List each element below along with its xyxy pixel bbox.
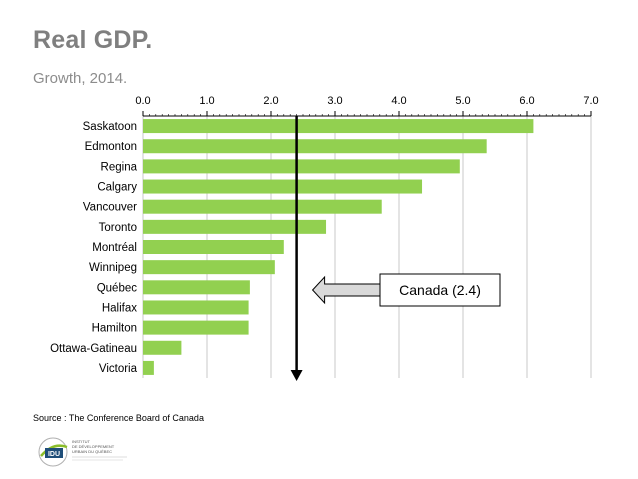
callout-label: Canada (2.4) bbox=[399, 282, 481, 298]
callout-box bbox=[379, 273, 501, 307]
logo-acronym: IDU bbox=[48, 451, 60, 458]
x-axis: 0.0 1.0 2.0 3.0 4.0 5.0 6.0 7.0 bbox=[135, 95, 599, 117]
x-tick-label: 3.0 bbox=[327, 95, 342, 107]
category-label: Toronto bbox=[99, 222, 137, 234]
x-tick-label: 7.0 bbox=[583, 95, 598, 107]
x-tick-label: 0.0 bbox=[135, 95, 150, 107]
bar bbox=[143, 159, 460, 174]
x-tick-label: 6.0 bbox=[519, 95, 534, 107]
x-tick-label: 1.0 bbox=[199, 95, 214, 107]
bar bbox=[143, 240, 284, 254]
bar bbox=[143, 119, 534, 134]
category-label: Regina bbox=[101, 161, 138, 173]
bar bbox=[143, 300, 249, 315]
bar bbox=[143, 219, 327, 234]
bar bbox=[143, 139, 487, 154]
x-tick-label: 2.0 bbox=[263, 95, 278, 107]
bar bbox=[143, 280, 250, 295]
bar bbox=[143, 199, 382, 214]
bar bbox=[143, 179, 423, 194]
category-label: Hamilton bbox=[92, 323, 137, 335]
callout-arrow-icon bbox=[311, 275, 381, 305]
logo-line-2: DE DÉVELOPPEMENT bbox=[72, 444, 115, 449]
source-note: Source : The Conference Board of Canada bbox=[33, 413, 204, 423]
x-tick-label: 5.0 bbox=[455, 95, 470, 107]
bars bbox=[143, 119, 534, 375]
x-tick-label: 4.0 bbox=[391, 95, 406, 107]
category-label: Halifax bbox=[102, 302, 137, 314]
category-label: Ottawa-Gatineau bbox=[50, 343, 137, 355]
category-label: Calgary bbox=[97, 182, 137, 194]
category-label: Edmonton bbox=[85, 141, 137, 153]
bar bbox=[143, 260, 275, 275]
idu-logo: IDU INSTITUT DE DÉVELOPPEMENT URBAIN DU … bbox=[38, 437, 127, 467]
reference-line bbox=[290, 116, 303, 381]
chart-title: Real GDP. bbox=[33, 26, 153, 54]
category-label: Victoria bbox=[99, 363, 138, 375]
logo-line-3: URBAIN DU QUÉBEC bbox=[72, 449, 112, 454]
category-label: Montréal bbox=[92, 242, 137, 254]
logo-line-1: INSTITUT bbox=[72, 439, 91, 444]
reference-callout: Canada (2.4) bbox=[311, 273, 501, 307]
bar bbox=[143, 340, 182, 355]
category-label: Vancouver bbox=[83, 202, 137, 214]
bar-chart: 0.0 1.0 2.0 3.0 4.0 5.0 6.0 7.0 Saskatoon Edmont… bbox=[50, 95, 599, 381]
category-labels: Saskatoon Edmonton Regina Calgary Vancouver T… bbox=[50, 121, 138, 375]
category-label: Winnipeg bbox=[89, 262, 137, 274]
category-label: Saskatoon bbox=[83, 121, 137, 133]
chart-subtitle: Growth, 2014. bbox=[33, 70, 128, 87]
bar bbox=[143, 360, 154, 375]
bar bbox=[143, 320, 249, 335]
reference-arrowhead-icon bbox=[290, 370, 303, 381]
category-label: Québec bbox=[97, 282, 138, 294]
